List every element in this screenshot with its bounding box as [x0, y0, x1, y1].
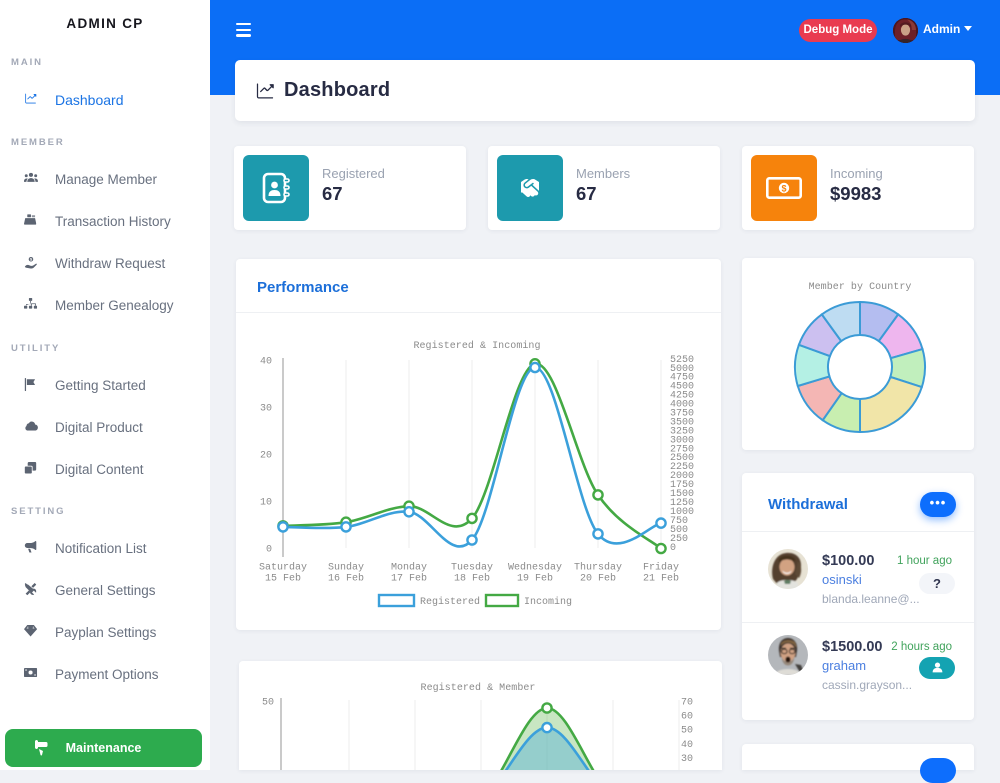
- svg-text:30: 30: [260, 404, 272, 415]
- svg-text:20 Feb: 20 Feb: [580, 573, 616, 585]
- svg-text:Saturday: Saturday: [259, 562, 307, 574]
- svg-text:Registered & Member: Registered & Member: [421, 682, 536, 694]
- svg-text:70: 70: [681, 698, 693, 709]
- svg-text:Member by Country: Member by Country: [809, 281, 912, 293]
- svg-text:60: 60: [681, 712, 693, 723]
- svg-text:2250: 2250: [670, 462, 694, 473]
- svg-text:Monday: Monday: [391, 562, 427, 574]
- svg-text:Tuesday: Tuesday: [451, 562, 493, 574]
- svg-text:16 Feb: 16 Feb: [328, 573, 364, 585]
- svg-text:50: 50: [681, 726, 693, 737]
- svg-text:1750: 1750: [670, 480, 694, 491]
- svg-text:$: $: [30, 258, 32, 262]
- svg-text:0: 0: [266, 545, 272, 556]
- svg-text:1250: 1250: [670, 498, 694, 509]
- svg-text:Sunday: Sunday: [328, 562, 364, 574]
- svg-text:4500: 4500: [670, 382, 694, 393]
- svg-text:3500: 3500: [670, 417, 694, 428]
- svg-text:50: 50: [262, 698, 274, 709]
- svg-text:19 Feb: 19 Feb: [517, 573, 553, 585]
- svg-text:Registered: Registered: [420, 596, 480, 608]
- svg-text:Friday: Friday: [643, 562, 679, 574]
- svg-text:500: 500: [670, 525, 688, 536]
- svg-text:40: 40: [681, 740, 693, 751]
- svg-text:Incoming: Incoming: [524, 596, 572, 608]
- svg-text:3000: 3000: [670, 435, 694, 446]
- svg-text:Thursday: Thursday: [574, 562, 622, 574]
- svg-text:30: 30: [681, 754, 693, 765]
- svg-text:18 Feb: 18 Feb: [454, 573, 490, 585]
- svg-text:4250: 4250: [670, 391, 694, 402]
- svg-text:250: 250: [670, 534, 688, 545]
- svg-text:$: $: [781, 184, 786, 194]
- svg-text:3750: 3750: [670, 409, 694, 420]
- svg-text:1500: 1500: [670, 489, 694, 500]
- svg-text:40: 40: [260, 357, 272, 368]
- svg-text:2500: 2500: [670, 453, 694, 464]
- svg-text:0: 0: [670, 543, 676, 554]
- svg-text:15 Feb: 15 Feb: [265, 573, 301, 585]
- svg-text:5250: 5250: [670, 355, 694, 366]
- svg-text:2000: 2000: [670, 471, 694, 482]
- svg-text:4000: 4000: [670, 400, 694, 411]
- svg-text:10: 10: [260, 498, 272, 509]
- svg-text:Wednesday: Wednesday: [508, 562, 562, 574]
- svg-text:750: 750: [670, 516, 688, 527]
- svg-text:5000: 5000: [670, 364, 694, 375]
- svg-text:3250: 3250: [670, 426, 694, 437]
- svg-text:Registered & Incoming: Registered & Incoming: [413, 340, 540, 352]
- svg-text:1000: 1000: [670, 507, 694, 518]
- svg-text:2750: 2750: [670, 444, 694, 455]
- svg-text:21 Feb: 21 Feb: [643, 573, 679, 585]
- svg-text:20: 20: [260, 451, 272, 462]
- svg-text:4750: 4750: [670, 373, 694, 384]
- svg-text:17 Feb: 17 Feb: [391, 573, 427, 585]
